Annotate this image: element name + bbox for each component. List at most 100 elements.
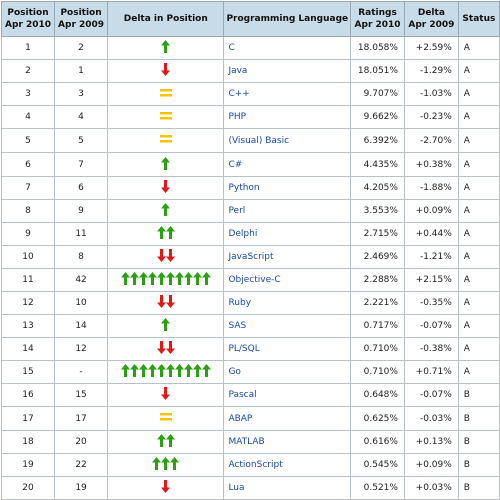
trend-indicator [156,295,175,308]
position-2010-cell: 12 [0,291,56,315]
language-link[interactable]: JavaScript [223,245,352,269]
arrow-up-icon [161,457,171,470]
header-position-2009: Position Apr 2009 [54,1,109,37]
delta-rating-cell: +0.09% [403,453,459,477]
header-ratings-line2: Apr 2010 [354,20,401,30]
equal-icon [159,88,172,96]
arrow-down-icon [165,295,175,308]
position-2009-cell: 5 [54,128,109,153]
trend-indicator [156,434,175,447]
table-row: 8 9 Perl 3.553% +0.09% A [0,199,500,223]
language-link[interactable]: Delphi [223,222,352,246]
delta-position-cell [107,360,225,384]
rating-cell: 0.545% [350,453,405,477]
trend-indicator [159,88,173,98]
header-status: Status [457,1,500,37]
delta-position-cell [107,268,225,292]
delta-position-cell [107,199,225,223]
header-ratings: Ratings Apr 2010 [350,1,405,37]
trend-indicator [161,63,171,76]
arrow-up-icon [156,226,166,239]
language-link[interactable]: Pascal [223,383,352,407]
delta-rating-cell: -0.23% [403,105,459,129]
language-link[interactable]: Lua [223,476,352,500]
table-row: 4 4 PHP 9.662% -0.23% A [0,105,500,129]
position-2010-cell: 5 [0,128,56,153]
delta-rating-cell: +0.13% [403,430,459,454]
rating-cell: 2.469% [350,245,405,269]
trend-indicator [159,111,173,121]
header-ratings-line1: Ratings [358,8,397,18]
arrow-down-icon [165,249,175,262]
rating-cell: 0.616% [350,430,405,454]
delta-position-cell [107,82,225,106]
header-position-2010: Position Apr 2010 [0,1,56,37]
language-link[interactable]: (Visual) Basic [223,128,352,153]
position-2010-cell: 16 [0,383,56,407]
language-link[interactable]: Ruby [223,291,352,315]
status-cell: A [457,176,500,200]
language-link[interactable]: Python [223,176,352,200]
arrow-up-icon [192,272,202,285]
status-cell: B [457,406,500,431]
position-2009-cell: 2 [54,36,109,60]
language-link[interactable]: SAS [223,314,352,338]
language-link[interactable]: Objective-C [223,268,352,292]
header-delta-rating-line1: Delta [417,8,445,18]
delta-position-cell [107,59,225,83]
rating-cell: 9.707% [350,82,405,106]
rating-cell: 0.648% [350,383,405,407]
position-2009-cell: 15 [54,383,109,407]
table-row: 15- Go 0.710% +0.71% A [0,360,500,384]
arrow-up-icon [165,272,175,285]
language-link[interactable]: MATLAB [223,430,352,454]
rating-cell: 0.521% [350,476,405,500]
status-cell: A [457,360,500,384]
delta-position-cell [107,105,225,129]
language-link[interactable]: Java [223,59,352,83]
position-2010-cell: 11 [0,268,56,292]
language-link[interactable]: C [223,36,352,60]
arrow-up-icon [201,272,211,285]
language-link[interactable]: PHP [223,105,352,129]
language-link[interactable]: Perl [223,199,352,223]
table-header-row: Position Apr 2010 Position Apr 2009 Delta … [0,1,500,37]
table-row: 14 12 PL/SQL 0.710% -0.38% A [0,337,500,361]
arrow-up-icon [161,318,171,331]
arrow-up-icon [165,434,175,447]
header-position-2009-line2: Apr 2009 [58,20,105,30]
arrow-down-icon [156,295,166,308]
header-language-label: Programming Language [226,14,349,24]
status-cell: B [457,383,500,407]
arrow-up-icon [129,272,139,285]
table-row: 7 6 Python 4.205% -1.88% A [0,176,500,200]
delta-position-cell [107,222,225,246]
delta-rating-cell: +0.71% [403,360,459,384]
delta-rating-cell: +0.09% [403,199,459,223]
status-cell: A [457,199,500,223]
status-cell: B [457,453,500,477]
delta-rating-cell: -0.38% [403,337,459,361]
delta-rating-cell: -2.70% [403,128,459,153]
position-2010-cell: 13 [0,314,56,338]
language-link[interactable]: PL/SQL [223,337,352,361]
position-2010-cell: 3 [0,82,56,106]
language-link[interactable]: ActionScript [223,453,352,477]
arrow-up-icon [147,364,157,377]
delta-position-cell [107,36,225,60]
position-2009-cell: 22 [54,453,109,477]
language-link[interactable]: Go [223,360,352,384]
delta-rating-cell: +2.59% [403,36,459,60]
delta-rating-cell: -0.07% [403,383,459,407]
status-cell: A [457,291,500,315]
arrow-up-icon [152,457,162,470]
arrow-up-icon [120,272,130,285]
table-row: 12 10 Ruby 2.221% -0.35% A [0,291,500,315]
status-cell: A [457,128,500,153]
position-2009-cell: 8 [54,245,109,269]
language-link[interactable]: C# [223,152,352,177]
language-link[interactable]: C++ [223,82,352,106]
language-link[interactable]: ABAP [223,406,352,431]
